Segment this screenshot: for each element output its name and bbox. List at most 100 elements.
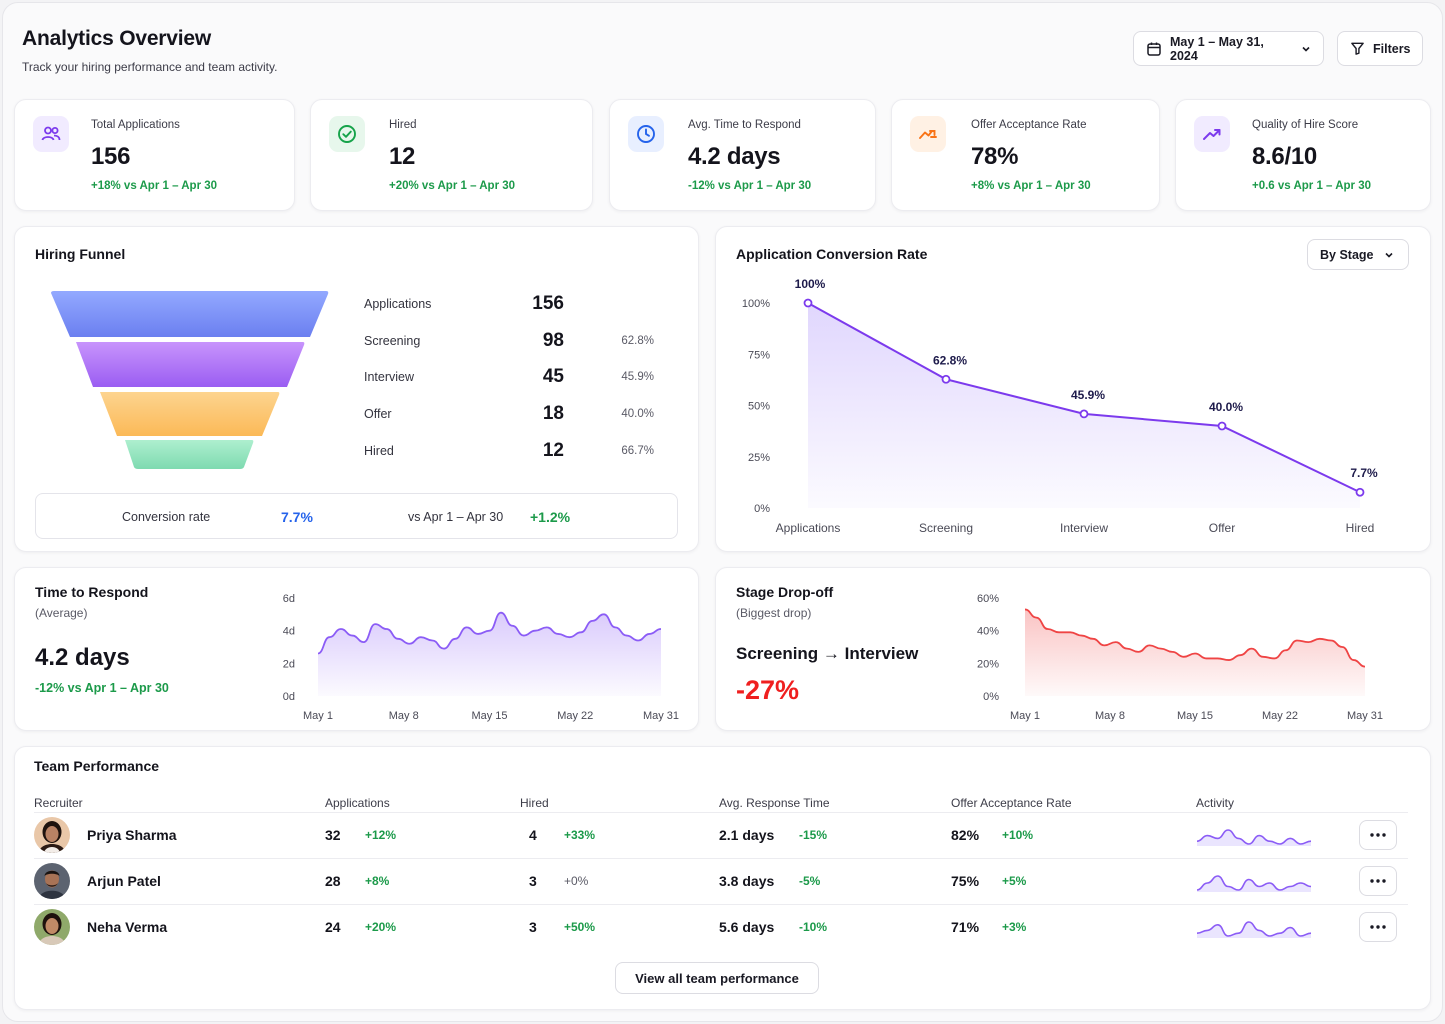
y-tick-label: 0d [283,691,295,703]
activity-sparkline [1196,875,1312,892]
series-line [317,611,662,655]
hired-delta: +33% [564,828,596,842]
data-label: 40.0% [1209,400,1243,414]
x-tick-label: May 15 [471,710,507,722]
column-header: Applications [325,796,390,810]
more-options-button[interactable] [1359,866,1397,896]
acceptance-value: 82% [951,827,980,843]
x-tick-label: May 31 [643,710,679,722]
conversion-compare-label: vs Apr 1 – Apr 30 [408,510,504,524]
conversion-rate-value: 7.7% [281,509,313,525]
section-title: Stage Drop-off [736,584,834,600]
date-range-picker[interactable]: May 1 – May 31, 2024 [1133,31,1324,66]
funnel-stage-name: Hired [364,444,394,458]
recruiter-name: Neha Verma [87,919,168,935]
funnel-stage-screening [76,342,305,387]
kpi-delta: +0.6 vs Apr 1 – Apr 30 [1252,180,1372,192]
calendar-icon [1146,41,1162,57]
filter-icon [1350,41,1365,56]
section-title: Time to Respond [35,584,149,600]
y-tick-label: 50% [748,401,770,413]
table-row[interactable]: Neha Verma 24 +20% 3 +50% 5.6 days -10% … [34,904,1408,950]
area-fill [318,612,661,696]
x-tick-label: May 1 [303,710,333,722]
acceptance-value: 75% [951,873,980,889]
more-options-button[interactable] [1359,912,1397,942]
conversion-line-chart: 0% 25% 50% 75% 100% 100% Applications 62.8% Scre… [742,277,1378,535]
kpi-label: Quality of Hire Score [1252,119,1359,131]
table-row[interactable]: Priya Sharma 32 +12% 4 +33% 2.1 days -15… [34,812,1408,858]
page-title: Analytics Overview [22,27,211,50]
filters-button[interactable]: Filters [1337,31,1423,66]
conversion-summary: Conversion rate 7.7% vs Apr 1 – Apr 30 +… [35,493,678,539]
recruiter-name: Priya Sharma [87,827,177,843]
header-divider [34,812,1408,813]
area-fill [1025,609,1365,696]
clock-icon [628,116,664,152]
column-header: Hired [520,796,549,810]
more-horizontal-icon [1370,925,1386,929]
table-row[interactable]: Arjun Patel 28 +8% 3 +0% 3.8 days -5% 75… [34,858,1408,904]
response-time-value: 3.8 days [719,873,775,889]
time-to-respond-delta: -12% vs Apr 1 – Apr 30 [35,681,169,695]
funnel-row: Hired 12 66.7% [364,433,694,469]
trending-up-icon [1194,116,1230,152]
funnel-row: Offer 18 40.0% [364,396,694,432]
funnel-stage-pct: 45.9% [621,371,654,383]
data-label: 45.9% [1071,388,1105,402]
funnel-stage-value: 156 [532,293,564,314]
y-tick-label: 40% [977,626,999,638]
y-tick-label: 0% [983,691,999,703]
funnel-stage-name: Screening [364,334,421,348]
funnel-stage-value: 98 [542,330,564,351]
filters-label: Filters [1373,41,1411,56]
x-tick-label: Hired [1346,521,1375,535]
y-tick-label: 20% [977,658,999,670]
applications-delta: +12% [365,828,397,842]
more-options-button[interactable] [1359,820,1397,850]
hired-delta: +50% [564,920,596,934]
data-point [1217,421,1227,431]
hiring-funnel-card: Hiring Funnel Applications 156 Screening… [14,226,699,552]
funnel-stage-interview [100,392,280,436]
funnel-stage-value: 18 [542,403,564,424]
hired-value: 4 [529,827,537,843]
funnel-row: Screening 98 62.8% [364,323,694,359]
data-label: 100% [795,277,826,291]
funnel-row: Applications 156 [364,286,694,322]
funnel-stage-applications [51,291,329,337]
series-line [1024,608,1366,668]
acceptance-delta: +5% [1002,874,1027,888]
applications-value: 32 [325,827,341,843]
kpi-value: 8.6/10 [1252,143,1317,170]
funnel-stage-name: Interview [364,370,415,384]
view-all-team-performance-button[interactable]: View all team performance [615,962,819,994]
stage-dropoff-chart: 0% 20% 40% 60% May 1 May 8 May 15 May 22 May 31 [977,593,1383,722]
funnel-row: Interview 45 45.9% [364,359,694,395]
hired-delta: +0% [564,874,589,888]
by-stage-dropdown[interactable]: By Stage [1307,239,1409,270]
kpi-label: Offer Acceptance Rate [971,119,1087,131]
y-tick-label: 100% [742,298,770,310]
data-point [1355,487,1365,497]
section-subtitle: (Average) [35,606,88,620]
date-range-label: May 1 – May 31, 2024 [1170,34,1264,63]
kpi-value: 12 [389,143,416,170]
response-time-delta: -5% [799,874,821,888]
activity-sparkline [1196,921,1312,938]
column-header: Activity [1196,796,1235,810]
funnel-graphic [51,291,329,469]
y-tick-label: 0% [754,503,770,515]
check-circle-icon [329,116,365,152]
y-tick-label: 25% [748,452,770,464]
view-all-label: View all team performance [635,970,799,986]
section-title: Team Performance [34,758,160,774]
chevron-down-icon [1384,250,1394,260]
users-icon [33,116,69,152]
funnel-stage-pct: 62.8% [621,335,654,347]
y-tick-label: 2d [283,658,295,670]
kpi-card-avg-time-to-respond: Avg. Time to Respond 4.2 days -12% vs Ap… [609,99,876,211]
kpi-card-hired: Hired 12 +20% vs Apr 1 – Apr 30 [310,99,593,211]
data-point [803,298,813,308]
dropdown-label: By Stage [1320,247,1374,262]
